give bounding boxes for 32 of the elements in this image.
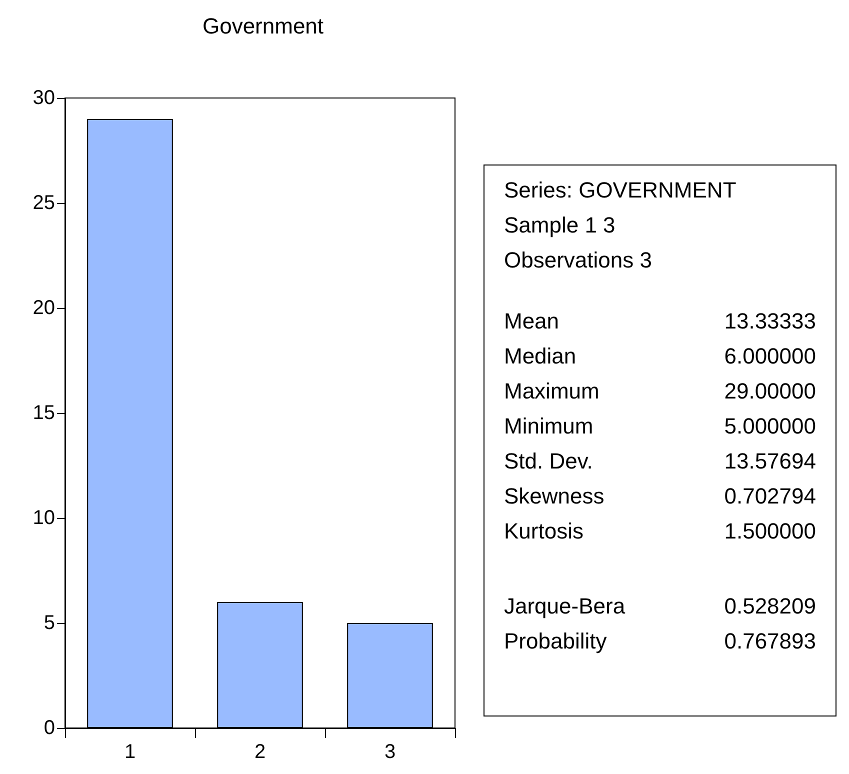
chart-title: Government — [202, 14, 324, 38]
text: Skewness — [504, 484, 604, 508]
text: 6.000000 — [724, 344, 816, 368]
text: 1.500000 — [724, 518, 816, 544]
text: 5.000000 — [724, 414, 816, 438]
text: Minimum — [504, 414, 594, 438]
y-tick-label: 5 — [44, 612, 55, 634]
y-tick-label: 25 — [32, 192, 55, 214]
y-tick-label: 0 — [44, 717, 55, 739]
text: Mean — [504, 308, 560, 334]
text: Maximum — [504, 378, 600, 404]
text: Median — [504, 344, 576, 368]
x-tick-label: 1 — [124, 741, 136, 763]
y-tick-label: 20 — [32, 297, 55, 319]
text: Observations 3 — [504, 248, 652, 272]
text: Series: GOVERNMENT — [504, 178, 736, 202]
text: Kurtosis — [504, 518, 584, 544]
text: Sample 1 3 — [504, 212, 616, 238]
x-tick-label: 3 — [384, 741, 396, 763]
text: 0.528209 — [724, 594, 816, 618]
text: 0.767893 — [724, 628, 816, 654]
text: 13.33333 — [724, 308, 816, 334]
y-tick-label: 10 — [32, 507, 55, 529]
text: 0.702794 — [724, 484, 816, 508]
text: 13.57694 — [724, 448, 816, 474]
y-tick-label: 30 — [32, 87, 55, 109]
text: 29.00000 — [724, 378, 816, 404]
x-tick-label: 2 — [254, 741, 266, 763]
text: Std. Dev. — [504, 448, 593, 474]
text: Probability — [504, 628, 607, 654]
y-tick-label: 15 — [32, 402, 55, 424]
text: Jarque-Bera — [504, 594, 626, 618]
